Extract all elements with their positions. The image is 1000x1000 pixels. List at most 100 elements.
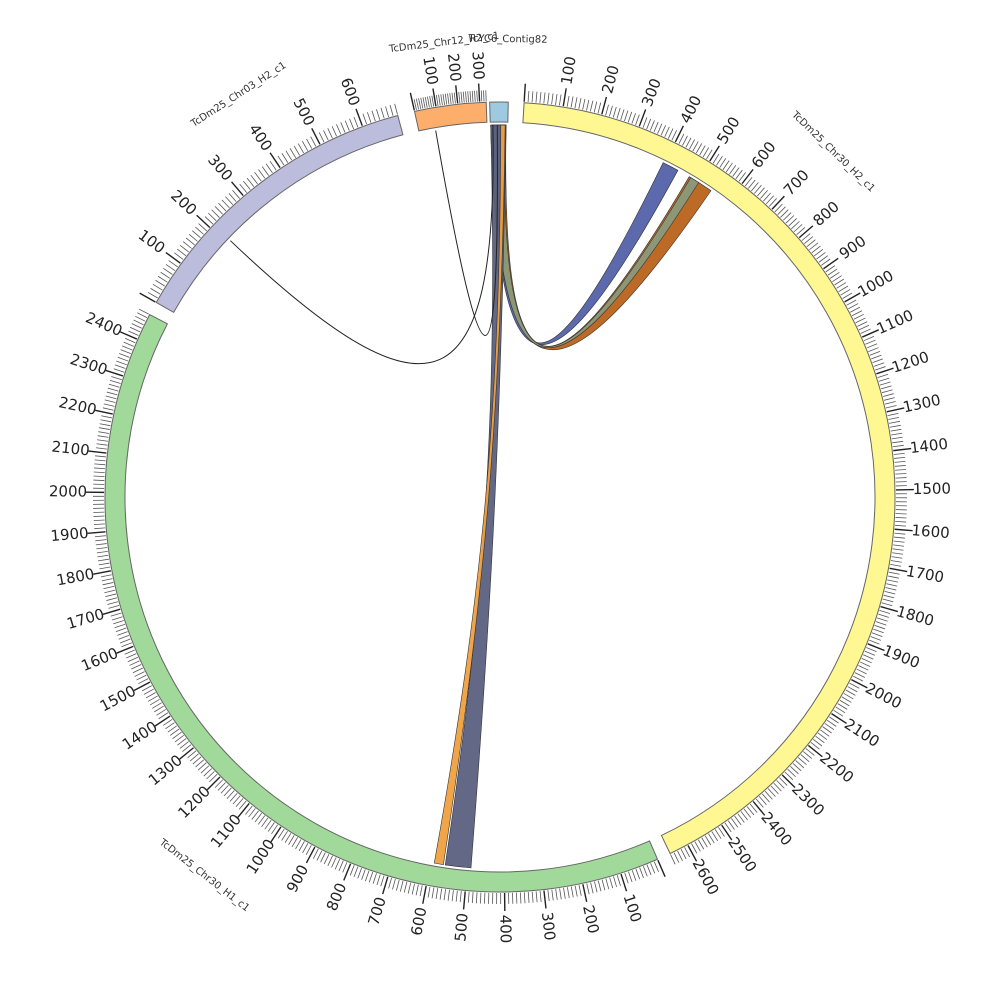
- minor-tick: [885, 405, 897, 409]
- minor-tick: [165, 264, 176, 272]
- minor-tick: [295, 839, 302, 850]
- segment-name-chr30h1: TcDm25_Chr30_H1_c1: [156, 837, 251, 915]
- segment-chr12h2[interactable]: [413, 101, 488, 132]
- minor-tick: [695, 143, 703, 154]
- minor-tick: [884, 590, 896, 595]
- minor-tick: [162, 718, 173, 726]
- minor-tick: [214, 206, 224, 215]
- minor-tick: [646, 864, 652, 876]
- minor-tick: [95, 539, 107, 542]
- minor-tick: [116, 360, 127, 366]
- minor-tick: [427, 96, 430, 108]
- minor-tick: [673, 852, 680, 863]
- minor-tick: [535, 91, 538, 103]
- minor-tick: [594, 881, 598, 893]
- segment-contig82[interactable]: [489, 101, 509, 123]
- minor-tick: [734, 815, 742, 826]
- minor-tick: [102, 407, 114, 411]
- minor-tick: [777, 206, 786, 215]
- tick-label: 2600: [689, 856, 723, 898]
- segment-chr30h1[interactable]: [104, 313, 659, 893]
- minor-tick: [165, 722, 175, 730]
- tick-label: 300: [204, 151, 236, 184]
- minor-tick: [239, 183, 248, 193]
- tick-label: 1000: [855, 266, 897, 300]
- minor-tick: [551, 93, 554, 105]
- tick-label: 500: [289, 95, 318, 129]
- major-tick: [422, 885, 427, 904]
- minor-tick: [547, 92, 550, 104]
- minor-tick: [376, 874, 381, 886]
- minor-tick: [232, 795, 241, 805]
- minor-tick: [892, 440, 904, 444]
- major-tick: [311, 127, 321, 145]
- minor-tick: [857, 321, 868, 327]
- major-tick: [807, 744, 823, 758]
- minor-tick: [719, 158, 727, 168]
- tick-label: 1300: [901, 391, 942, 417]
- minor-tick: [188, 233, 198, 242]
- link-0[interactable]: [230, 125, 494, 365]
- minor-tick: [887, 412, 899, 417]
- minor-tick: [839, 699, 850, 707]
- ribbon-2[interactable]: [491, 124, 700, 348]
- minor-tick: [480, 892, 482, 904]
- minor-tick: [331, 857, 337, 868]
- minor-tick: [269, 160, 277, 171]
- minor-tick: [167, 725, 178, 733]
- minor-tick: [887, 579, 899, 583]
- minor-tick: [157, 275, 168, 283]
- minor-tick: [134, 671, 145, 677]
- minor-tick: [605, 878, 610, 890]
- minor-tick: [795, 760, 805, 769]
- major-tick: [305, 846, 316, 864]
- major-tick: [886, 407, 905, 413]
- minor-tick: [653, 121, 659, 133]
- minor-tick: [362, 113, 367, 125]
- minor-tick: [353, 116, 359, 128]
- segment-chr03h2[interactable]: [155, 114, 404, 314]
- minor-tick: [245, 805, 253, 815]
- minor-tick: [422, 97, 426, 109]
- ribbon-4[interactable]: [433, 124, 506, 866]
- minor-tick: [624, 110, 629, 122]
- minor-tick: [890, 563, 902, 567]
- minor-tick: [447, 93, 450, 105]
- minor-tick: [835, 706, 846, 714]
- link-1[interactable]: [435, 125, 498, 336]
- tick-label: 400: [676, 93, 705, 127]
- minor-tick: [465, 91, 467, 103]
- minor-tick: [271, 824, 279, 835]
- minor-tick: [217, 782, 226, 791]
- major-tick: [771, 195, 785, 210]
- tick-label: 2400: [757, 808, 795, 849]
- tick-label: 800: [809, 198, 842, 230]
- minor-tick: [96, 550, 108, 554]
- minor-tick: [824, 723, 835, 731]
- minor-tick: [302, 141, 309, 152]
- minor-tick: [670, 854, 676, 865]
- minor-tick: [889, 420, 900, 424]
- minor-tick: [879, 381, 891, 386]
- minor-tick: [316, 850, 323, 861]
- minor-tick: [93, 515, 105, 517]
- minor-tick: [883, 397, 895, 401]
- minor-tick: [531, 91, 534, 103]
- minor-tick: [888, 416, 900, 420]
- tick-label: 2000: [49, 482, 87, 500]
- major-tick: [95, 409, 113, 415]
- minor-tick: [635, 868, 641, 880]
- minor-tick: [96, 439, 108, 442]
- minor-tick: [627, 111, 633, 123]
- minor-tick: [624, 872, 629, 884]
- minor-tick: [764, 790, 773, 800]
- major-tick: [893, 447, 912, 452]
- minor-tick: [803, 751, 813, 759]
- minor-tick: [763, 192, 771, 202]
- minor-tick: [174, 252, 184, 260]
- minor-tick: [616, 108, 621, 119]
- minor-tick: [761, 793, 770, 803]
- segment-chr30h2[interactable]: [522, 102, 896, 855]
- minor-tick: [812, 738, 823, 747]
- major-tick: [861, 329, 880, 338]
